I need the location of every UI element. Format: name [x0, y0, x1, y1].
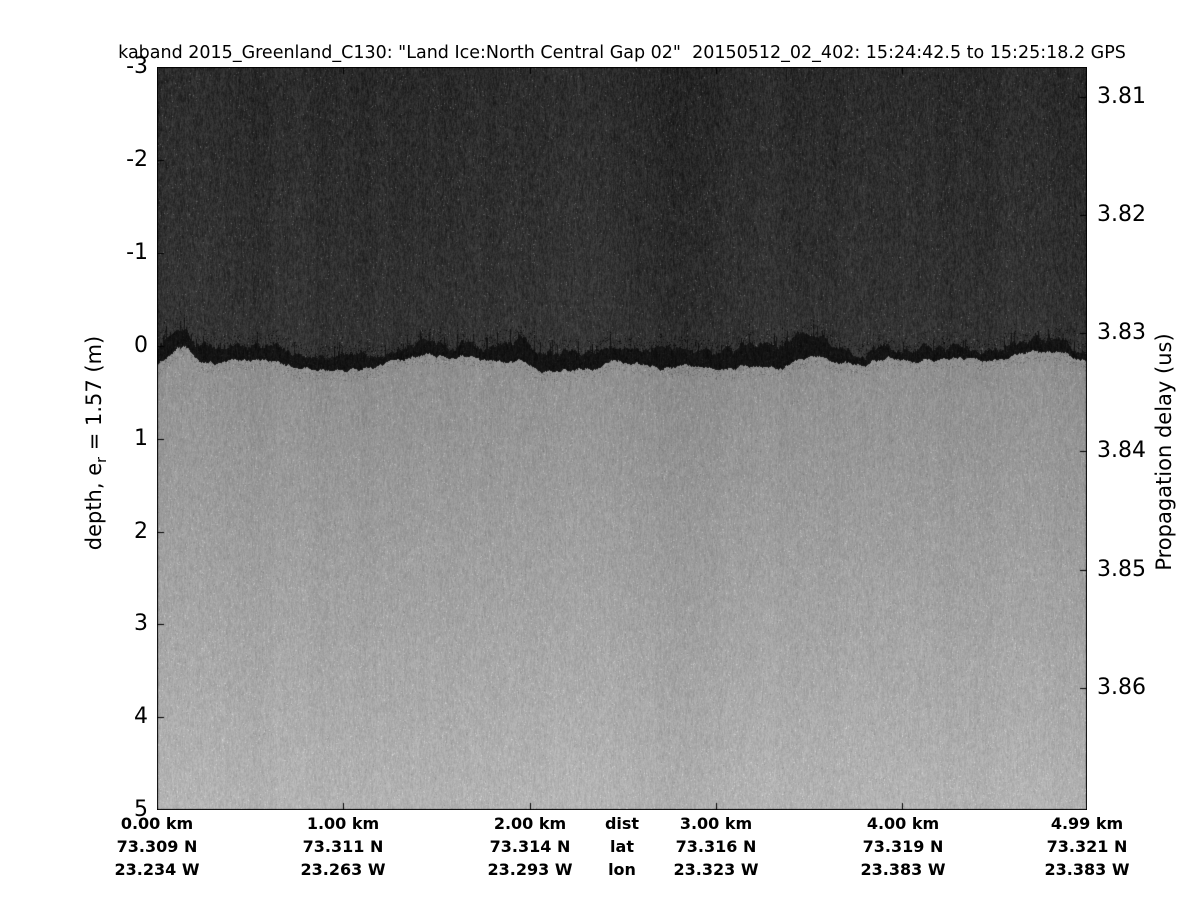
- left-tick-label: -3: [126, 54, 148, 79]
- left-axis-label: depth, er = 1.57 (m): [81, 335, 111, 551]
- right-tick-label: 3.82: [1097, 202, 1146, 227]
- right-tick-label: 3.83: [1097, 320, 1146, 345]
- x-label-column: 2.00 km 73.314 N 23.293 W: [487, 814, 573, 879]
- x-label-column: 1.00 km 73.311 N 23.263 W: [300, 814, 386, 879]
- echogram-canvas: [157, 67, 1087, 810]
- x-axis-row-names: dist lat lon: [604, 814, 640, 879]
- right-axis-label: Propagation delay (us): [1152, 333, 1176, 571]
- left-tick-label: -2: [126, 147, 148, 172]
- right-tick-label: 3.84: [1097, 438, 1146, 463]
- x-label-column: 3.00 km 73.316 N 23.323 W: [673, 814, 759, 879]
- left-tick-label: -1: [126, 240, 148, 265]
- x-label-column: 0.00 km 73.309 N 23.234 W: [114, 814, 200, 879]
- left-tick-label: 0: [134, 333, 148, 358]
- left-tick-label: 3: [134, 611, 148, 636]
- left-tick-label: 4: [134, 704, 148, 729]
- left-tick-label: 2: [134, 519, 148, 544]
- x-label-column: 4.99 km 73.321 N 23.383 W: [1044, 814, 1130, 879]
- right-tick-label: 3.85: [1097, 557, 1146, 582]
- figure-title: kaband 2015_Greenland_C130: "Land Ice:No…: [118, 43, 1126, 63]
- left-tick-label: 5: [134, 797, 148, 822]
- right-tick-label: 3.86: [1097, 675, 1146, 700]
- right-tick-label: 3.81: [1097, 84, 1146, 109]
- x-label-column: 4.00 km 73.319 N 23.383 W: [860, 814, 946, 879]
- left-tick-label: 1: [134, 426, 148, 451]
